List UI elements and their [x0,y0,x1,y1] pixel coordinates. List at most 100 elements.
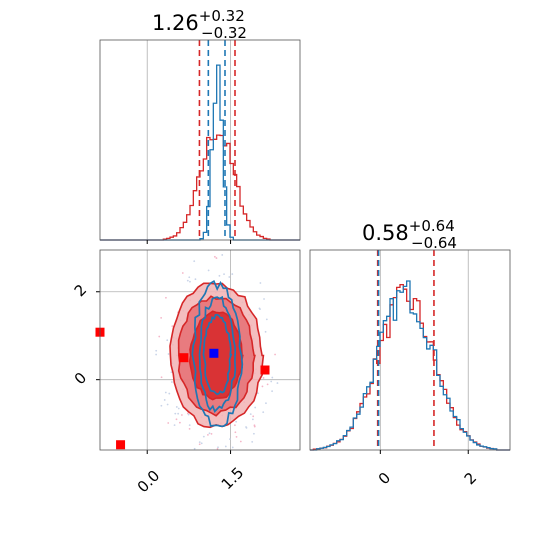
sample-point [235,435,238,438]
sample-point [186,412,189,415]
sample-point [207,433,209,436]
contour-level [191,279,244,428]
sample-point [217,446,219,449]
axes-frame [309,249,511,451]
sample-point [198,443,201,446]
sample-point [264,330,267,333]
sample-point [170,381,173,383]
sample-point [166,339,169,342]
sample-point [262,377,265,379]
sample-point [188,424,191,427]
sample-point [210,433,213,435]
sample-point [252,432,255,435]
joint-xtick-label: 1.5 [218,464,248,494]
sample-point [165,296,167,299]
sample-point [173,424,176,427]
marginal-y-xtick-label: 2 [461,469,480,488]
sample-point [167,422,170,424]
sample-point [254,406,257,409]
sample-point [262,411,265,414]
title-y-param-minus: −0.64 [411,234,457,252]
sample-point [167,353,170,355]
joint-ytick-label: 2 [71,281,90,300]
sample-point [198,455,200,457]
sample-point [274,353,276,356]
sample-point [181,272,184,274]
sample-point [189,280,191,283]
title-x-param-minus: −0.32 [201,24,247,42]
sample-point [200,442,203,445]
sample-point [155,353,158,356]
sample-point [186,279,189,282]
sample-point [166,403,169,406]
sample-point [231,273,234,275]
marker-square [116,440,126,450]
sample-point [175,406,178,408]
sample-point [158,335,161,338]
marginal-y-panel [309,249,511,454]
sample-point [229,438,231,441]
sample-point [213,255,216,258]
sample-point [234,431,237,434]
sample-point [249,413,252,416]
sample-point [160,376,163,379]
sample-point [253,425,256,428]
sample-point [219,458,221,460]
sample-point [251,418,254,421]
sample-point [216,448,219,450]
sample-point [271,376,274,379]
histogram-step [310,280,510,451]
sample-point [223,457,225,459]
sample-point [177,407,180,410]
sample-point [171,325,174,328]
joint-xtick-label: 0.0 [134,467,164,497]
sample-point [265,402,267,405]
joint-panel [95,249,301,460]
sample-point [155,349,158,352]
sample-point [271,390,273,393]
sample-point [193,447,196,450]
joint-ytick-label: 0 [71,369,90,388]
marker-square [260,365,270,375]
sample-point [160,404,163,407]
sample-point [270,380,273,383]
sample-point [206,454,208,456]
sample-point [188,427,191,430]
sample-point [163,399,166,401]
marginal-x-panel [99,39,301,244]
sample-point [252,415,255,418]
sample-point [239,440,242,443]
title-x-param: 1.26+0.32 [152,7,245,35]
sample-point [221,254,224,256]
sample-point [261,385,264,388]
marker-square [179,353,189,363]
sample-point [223,273,225,276]
axes-frame [99,39,301,241]
sample-point [207,453,209,455]
marginal-y-xtick-label: 0 [375,469,394,488]
sample-point [276,382,279,384]
sample-point [259,282,262,284]
sample-point [194,278,197,281]
sample-point [160,316,163,319]
sample-point [265,318,268,321]
sample-point [202,435,205,438]
sample-point [231,446,234,449]
contour-level [202,313,233,396]
sample-point [215,257,218,259]
title-y-param: 0.58+0.64 [362,217,455,245]
sample-point [245,426,248,429]
sample-point [198,441,201,444]
sample-point [180,414,183,416]
sample-point [170,371,173,374]
sample-point [263,298,265,300]
sample-point [251,440,254,443]
sample-point [224,445,227,448]
sample-point [188,276,191,279]
sample-point [164,391,167,394]
contour-level [198,295,237,413]
sample-point [207,269,210,272]
sample-point [193,260,196,263]
sample-point [218,274,221,277]
